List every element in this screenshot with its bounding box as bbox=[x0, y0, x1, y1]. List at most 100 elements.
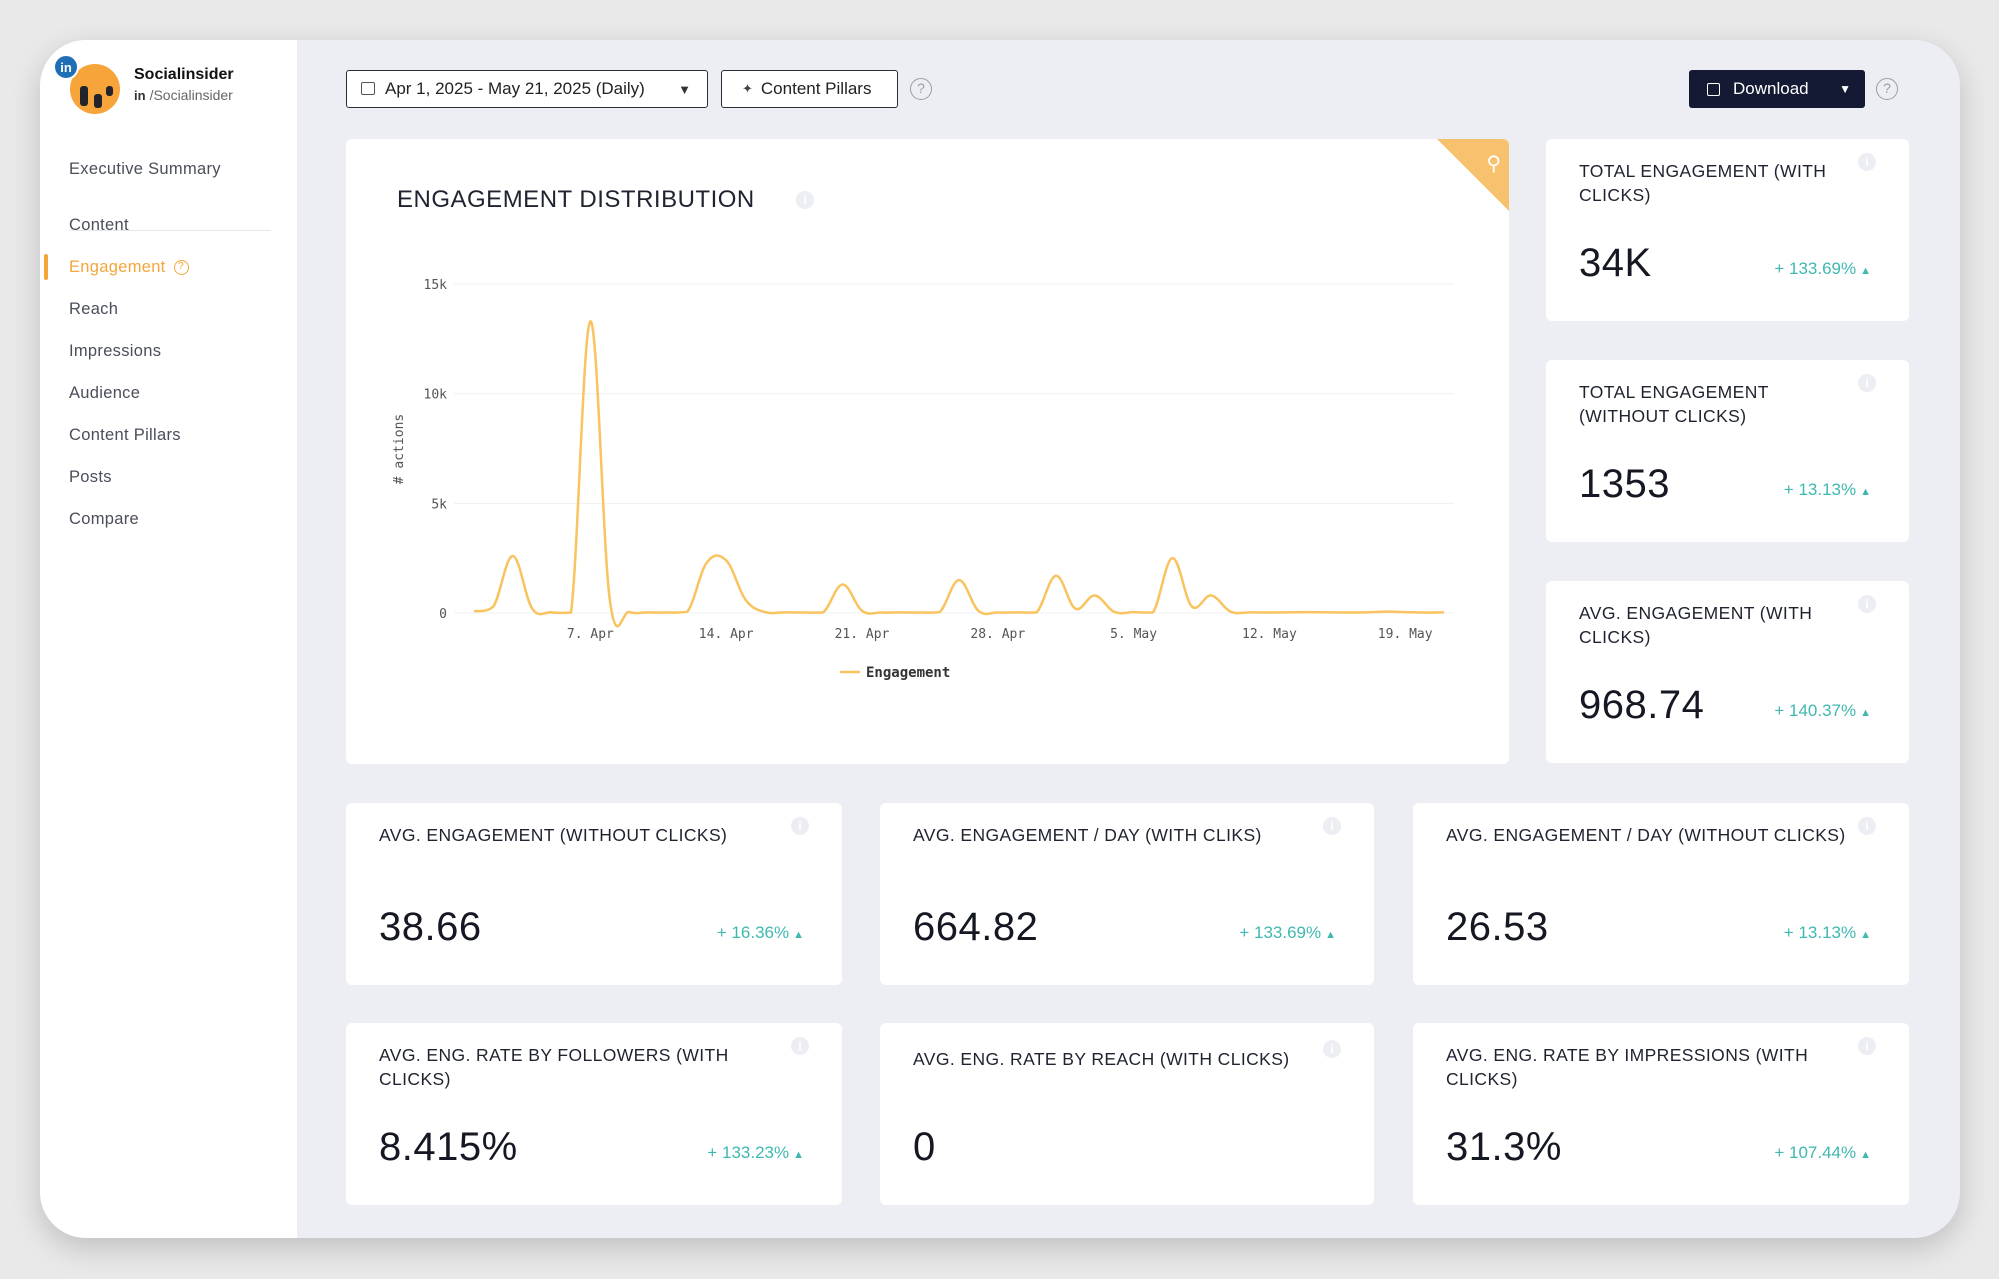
stat-card: TOTAL ENGAGEMENT (WITHOUT CLICKS) i 1353… bbox=[1546, 360, 1909, 542]
chart-title: ENGAGEMENT DISTRIBUTION bbox=[397, 186, 755, 213]
stat-change-text: + 133.23% bbox=[707, 1143, 790, 1162]
stat-change: + 133.23% ▲ bbox=[707, 1143, 804, 1163]
sidebar-item-label: Content bbox=[69, 216, 129, 234]
stat-card: AVG. ENGAGEMENT (WITH CLICKS) i 968.74 +… bbox=[1546, 581, 1909, 763]
sidebar-item-impressions[interactable]: Impressions bbox=[40, 330, 297, 372]
stat-value: 34K bbox=[1579, 241, 1652, 285]
sidebar-item-label: Posts bbox=[69, 468, 112, 486]
calendar-icon bbox=[361, 81, 375, 95]
x-tick-label: 14. Apr bbox=[699, 627, 754, 642]
info-icon[interactable]: i bbox=[796, 191, 814, 209]
stat-value: 38.66 bbox=[379, 905, 482, 949]
linkedin-icon: in bbox=[53, 54, 79, 80]
sparkle-icon: ✦ bbox=[742, 81, 753, 96]
info-icon[interactable]: i bbox=[1323, 1040, 1341, 1058]
sidebar-item-label: Executive Summary bbox=[69, 160, 221, 178]
y-tick-label: 15k bbox=[424, 278, 448, 293]
info-icon[interactable]: i bbox=[1858, 817, 1876, 835]
sidebar-item-label: Reach bbox=[69, 300, 119, 318]
stat-change: + 13.13% ▲ bbox=[1784, 480, 1871, 500]
search-icon[interactable]: ⚲ bbox=[1486, 153, 1501, 175]
legend-label: Engagement bbox=[866, 665, 950, 681]
sidebar-item-label: Content Pillars bbox=[69, 426, 181, 444]
stat-label: TOTAL ENGAGEMENT (WITHOUT CLICKS) bbox=[1579, 382, 1769, 426]
content-pillars-label: Content Pillars bbox=[760, 79, 872, 98]
sidebar-item-engagement[interactable]: Engagement? bbox=[40, 246, 297, 288]
help-icon[interactable]: ? bbox=[1876, 78, 1898, 100]
x-tick-label: 21. Apr bbox=[835, 627, 890, 642]
sidebar-item-content[interactable]: Content bbox=[40, 204, 297, 246]
sidebar-divider bbox=[69, 230, 271, 231]
stat-value: 8.415% bbox=[379, 1125, 518, 1169]
stat-change: + 107.44% ▲ bbox=[1774, 1143, 1871, 1163]
stat-change-text: + 13.13% bbox=[1783, 923, 1857, 942]
x-tick-label: 12. May bbox=[1242, 627, 1297, 642]
y-tick-label: 10k bbox=[424, 388, 448, 403]
sidebar-item-audience[interactable]: Audience bbox=[40, 372, 297, 414]
stat-value: 1353 bbox=[1579, 462, 1670, 506]
stat-change-text: + 133.69% bbox=[1774, 259, 1857, 278]
stat-change: + 140.37% ▲ bbox=[1774, 701, 1871, 721]
chevron-down-icon: ▼ bbox=[678, 81, 691, 97]
brand-handle: in/Socialinsider bbox=[134, 87, 233, 103]
arrow-up-icon: ▲ bbox=[1860, 265, 1871, 277]
stat-label: AVG. ENG. RATE BY IMPRESSIONS (WITH CLIC… bbox=[1446, 1045, 1809, 1089]
arrow-up-icon: ▲ bbox=[1325, 929, 1336, 941]
sidebar-item-reach[interactable]: Reach bbox=[40, 288, 297, 330]
help-icon[interactable]: ? bbox=[910, 78, 932, 100]
engagement-line-chart: 0 5k 10k 15k # actions 7. Apr 14. Apr 21. Apr 28… bbox=[392, 278, 1454, 681]
stat-change: + 16.36% ▲ bbox=[717, 923, 804, 943]
stat-change-text: + 133.69% bbox=[1239, 923, 1322, 942]
logo-mark bbox=[94, 94, 102, 108]
sidebar-item-content-pillars[interactable]: Content Pillars bbox=[40, 414, 297, 456]
info-icon[interactable]: i bbox=[791, 1037, 809, 1055]
info-icon[interactable]: i bbox=[791, 817, 809, 835]
linkedin-small-icon: in bbox=[134, 88, 146, 103]
download-button[interactable]: Download ▼ bbox=[1689, 70, 1865, 108]
stat-label: AVG. ENGAGEMENT (WITHOUT CLICKS) bbox=[379, 825, 728, 845]
stat-change: + 13.13% ▲ bbox=[1784, 923, 1871, 943]
help-icon[interactable]: ? bbox=[173, 260, 189, 276]
arrow-up-icon: ▲ bbox=[1860, 707, 1871, 719]
brand-handle-text: /Socialinsider bbox=[149, 87, 233, 103]
sidebar-item-label: Impressions bbox=[69, 342, 162, 360]
chevron-down-icon[interactable]: ▼ bbox=[1839, 82, 1851, 96]
stat-change-text: + 16.36% bbox=[716, 923, 790, 942]
logo-mark bbox=[106, 86, 113, 96]
series-line-engagement bbox=[473, 320, 1445, 628]
info-icon[interactable]: i bbox=[1323, 817, 1341, 835]
engagement-distribution-card: ENGAGEMENT DISTRIBUTION i ⚲ 0 5k 10k 15k # a… bbox=[346, 139, 1509, 764]
date-range-label: Apr 1, 2025 - May 21, 2025 (Daily) bbox=[385, 79, 645, 98]
y-tick-label: 0 bbox=[439, 607, 447, 622]
info-icon[interactable]: i bbox=[1858, 595, 1876, 613]
sidebar-item-compare[interactable]: Compare bbox=[40, 498, 297, 540]
brand-name: Socialinsider bbox=[134, 66, 234, 83]
arrow-up-icon: ▲ bbox=[1860, 1149, 1871, 1161]
info-icon[interactable]: i bbox=[1858, 1037, 1876, 1055]
stat-label: AVG. ENG. RATE BY FOLLOWERS (WITH CLICKS… bbox=[379, 1045, 729, 1089]
download-icon bbox=[1707, 82, 1720, 96]
stat-label: AVG. ENGAGEMENT / DAY (WITHOUT CLICKS) bbox=[1446, 825, 1846, 845]
app-window: in Socialinsider in/Socialinsider Execut… bbox=[40, 40, 1960, 1238]
sidebar: in Socialinsider in/Socialinsider Execut… bbox=[40, 40, 297, 1238]
sidebar-item-label: Engagement bbox=[69, 258, 166, 276]
date-range-picker[interactable]: Apr 1, 2025 - May 21, 2025 (Daily) ▼ bbox=[346, 70, 708, 108]
stat-card: AVG. ENG. RATE BY IMPRESSIONS (WITH CLIC… bbox=[1413, 1023, 1909, 1205]
arrow-up-icon: ▲ bbox=[793, 1149, 804, 1161]
brand-header[interactable]: in Socialinsider in/Socialinsider bbox=[50, 54, 290, 124]
stat-card: AVG. ENG. RATE BY FOLLOWERS (WITH CLICKS… bbox=[346, 1023, 842, 1205]
info-icon[interactable]: i bbox=[1858, 374, 1876, 392]
stat-change: + 133.69% ▲ bbox=[1774, 259, 1871, 279]
sidebar-item-executive-summary[interactable]: Executive Summary bbox=[40, 148, 297, 190]
info-icon[interactable]: i bbox=[1858, 153, 1876, 171]
stat-card: AVG. ENGAGEMENT / DAY (WITHOUT CLICKS) i… bbox=[1413, 803, 1909, 985]
logo-mark bbox=[80, 86, 88, 106]
arrow-up-icon: ▲ bbox=[1860, 486, 1871, 498]
sidebar-item-posts[interactable]: Posts bbox=[40, 456, 297, 498]
x-tick-label: 7. Apr bbox=[567, 627, 614, 642]
corner-flag bbox=[1437, 139, 1509, 211]
stat-card: AVG. ENGAGEMENT (WITHOUT CLICKS) i 38.66… bbox=[346, 803, 842, 985]
stat-value: 0 bbox=[913, 1125, 936, 1169]
stat-label: AVG. ENGAGEMENT / DAY (WITH CLIKS) bbox=[913, 825, 1262, 845]
content-pillars-button[interactable]: ✦ Content Pillars bbox=[721, 70, 898, 108]
